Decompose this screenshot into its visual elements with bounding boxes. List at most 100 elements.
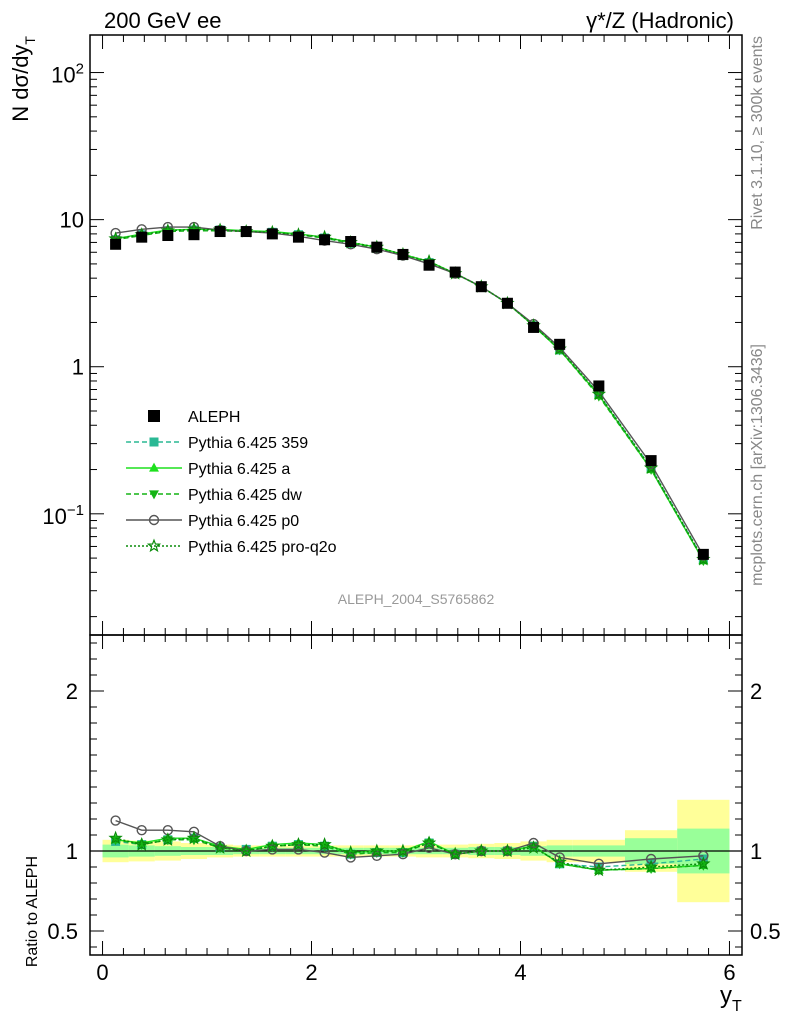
data-point — [110, 238, 122, 250]
main-y-tick-label: 10−1 — [42, 502, 84, 529]
ratio-series-point — [526, 840, 541, 854]
ratio-series-point — [265, 838, 280, 853]
data-point — [593, 380, 605, 392]
legend-label: Pythia 6.425 359 — [188, 435, 308, 452]
ratio-series-point — [645, 853, 657, 865]
x-tick-label: 4 — [514, 960, 526, 985]
ratio-y-tick-label-right: 2 — [750, 679, 762, 704]
data-point — [214, 226, 226, 238]
legend: ALEPH Pythia 6.425 359 Pythia 6.425 a Pythi… — [126, 409, 337, 556]
header-right: γ*/Z (Hadronic) — [586, 8, 734, 33]
ratio-series-point — [593, 866, 604, 876]
ratio-series-point — [528, 837, 539, 849]
ratio-series-point — [160, 832, 176, 846]
ratio-series-point — [397, 849, 409, 860]
mcplots-label: mcplots.cern.ch [arXiv:1306.3436] — [749, 344, 766, 586]
ratio-y-tick-label: 0.5 — [47, 919, 78, 944]
data-point — [645, 455, 657, 467]
ratio-plot-frame — [89, 634, 743, 956]
main-y-tick-label: 10 — [60, 208, 84, 233]
data-point — [188, 229, 200, 241]
ratio-series-point — [423, 842, 435, 853]
ratio-series-point — [136, 841, 147, 850]
ratio-series-point — [239, 843, 254, 858]
ratio-series-point — [293, 844, 304, 855]
main-series-line — [115, 230, 704, 562]
ratio-series-point — [319, 847, 330, 858]
ratio-y-axis-label: Ratio to ALEPH — [24, 856, 41, 967]
x-tick-label: 2 — [305, 960, 317, 985]
legend-marker — [149, 462, 159, 472]
data-point — [162, 230, 174, 242]
ratio-series-point — [291, 837, 306, 851]
data-point — [554, 338, 566, 350]
ratio-series-point — [136, 825, 147, 836]
data-point — [423, 259, 435, 271]
data-point — [397, 248, 409, 260]
legend-marker — [148, 410, 160, 422]
data-point — [528, 321, 540, 333]
data-point — [136, 231, 148, 243]
ratio-y-tick-label-right: 1 — [750, 839, 762, 864]
ratio-y-tick-label: 2 — [66, 679, 78, 704]
data-point — [697, 548, 709, 560]
main-y-axis-label: N dσ/dyT — [8, 36, 38, 122]
main-series-point — [591, 386, 607, 401]
legend-marker — [149, 437, 159, 447]
legend-marker — [148, 514, 160, 526]
ratio-series-point — [552, 854, 567, 869]
legend-label: Pythia 6.425 pro-q2o — [188, 539, 337, 556]
ratio-series-point — [395, 843, 411, 858]
ratio-series-point — [500, 843, 515, 858]
ratio-series-point — [448, 846, 463, 861]
data-point — [475, 281, 487, 293]
ratio-series-point — [421, 835, 437, 850]
ratio-series-point — [591, 862, 607, 877]
ratio-series-point — [241, 847, 252, 857]
data-point — [449, 266, 461, 278]
legend-marker — [146, 538, 162, 553]
legend-label: Pythia 6.425 p0 — [188, 513, 299, 530]
ratio-series-point — [343, 845, 358, 859]
ratio-series-point — [643, 859, 659, 874]
main-series-point — [110, 227, 121, 239]
x-tick-label: 6 — [723, 960, 735, 985]
data-point — [345, 236, 357, 248]
ratio-series-point — [134, 837, 149, 851]
main-series-line — [115, 229, 704, 560]
data-point — [240, 226, 252, 238]
ratio-series-point — [186, 830, 202, 845]
data-point — [266, 228, 278, 240]
ratio-series-line — [115, 819, 704, 865]
analysis-watermark: ALEPH_2004_S5765862 — [338, 591, 495, 607]
ratio-series-point — [108, 830, 123, 845]
header-left: 200 GeV ee — [104, 8, 221, 33]
ratio-series-point — [476, 847, 487, 857]
legend-marker — [149, 490, 159, 500]
data-point — [319, 234, 331, 246]
data-point — [292, 231, 304, 243]
main-series-line — [115, 228, 704, 562]
ratio-series-point — [345, 852, 356, 863]
ratio-series-point — [369, 843, 384, 858]
ratio-series-point — [474, 843, 489, 858]
ratio-series-point — [371, 850, 383, 861]
data-point — [371, 241, 383, 253]
legend-label: ALEPH — [188, 409, 240, 426]
ratio-series-point — [593, 858, 605, 869]
ratio-series-point — [162, 836, 173, 846]
x-axis-label: yT — [720, 982, 742, 1015]
data-point — [501, 297, 513, 309]
ratio-y-tick-label: 1 — [66, 839, 78, 864]
axes-ticks: 10−1 1 10 102 0.5 0.5 1 1 2 2 0 2 4 6 — [42, 35, 781, 985]
ratio-series-point — [317, 837, 332, 851]
ratio-series-point — [110, 815, 121, 826]
rivet-label: Rivet 3.1.10, ≥ 300k events — [749, 36, 766, 230]
x-tick-label: 0 — [96, 960, 108, 985]
ratio-series-point — [696, 856, 711, 870]
ratio-series-line — [115, 837, 704, 871]
main-series-line — [115, 228, 704, 560]
ratio-series-point — [188, 826, 200, 837]
legend-label: Pythia 6.425 dw — [188, 487, 302, 504]
